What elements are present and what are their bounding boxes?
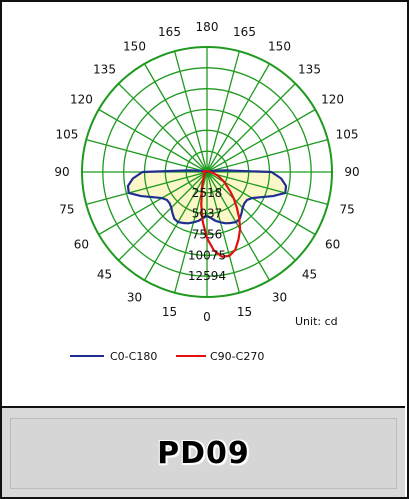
grid-spoke (118, 171, 208, 261)
legend-label-c0-c180: C0-C180 (110, 350, 157, 363)
grid-spoke (86, 139, 208, 173)
radial-tick-label: 12594 (188, 269, 226, 283)
legend: C0-C180 C90-C270 (70, 350, 264, 363)
angle-tick-label: 45 (302, 268, 317, 282)
legend-label-c90-c270: C90-C270 (210, 350, 264, 363)
grid-spoke (143, 63, 208, 173)
angle-tick-label: 120 (70, 93, 93, 107)
angle-tick-label: 75 (59, 203, 74, 217)
radial-tick-label: 5037 (192, 207, 223, 221)
grid-spoke (206, 51, 240, 173)
radial-tick-label: 2518 (192, 186, 223, 200)
angle-tick-label: 150 (123, 39, 146, 53)
angle-tick-label: 30 (127, 291, 142, 305)
angle-tick-label: 165 (158, 25, 181, 39)
grid-spoke (206, 171, 240, 293)
angle-tick-label: 30 (272, 291, 287, 305)
radial-tick-label: 7556 (192, 228, 223, 242)
grid-spoke (206, 139, 328, 173)
grid-spoke (206, 171, 328, 205)
grid-spoke (206, 108, 316, 173)
grid-spoke (86, 171, 208, 205)
angle-tick-label: 90 (344, 165, 359, 179)
radial-tick-label: 10075 (188, 248, 226, 262)
angle-tick-label: 90 (54, 165, 69, 179)
angle-tick-label: 135 (93, 63, 116, 77)
angle-tick-label: 0 (203, 310, 211, 324)
grid-spoke (174, 51, 208, 173)
angle-tick-label: 120 (321, 93, 344, 107)
grid-spoke (206, 171, 271, 281)
series-line-c90-c270 (200, 170, 242, 258)
grid-spoke (206, 171, 296, 261)
grid-spoke (98, 171, 208, 236)
grid-spoke (143, 171, 208, 281)
grid-spoke (98, 108, 208, 173)
polar-chart: 0 15 30 45 60 75 90 105 120 135 150 165 180 15 30 45 60 7… (54, 20, 359, 363)
grid-spoke (118, 83, 208, 173)
unit-label: Unit: cd (295, 315, 338, 328)
angle-tick-label: 15 (237, 305, 252, 319)
angle-tick-label: 60 (325, 238, 340, 252)
angle-tick-label: 15 (162, 305, 177, 319)
footer-inner: PD09 (10, 418, 397, 489)
series-line-c0-c180 (126, 169, 288, 225)
angle-tick-label: 150 (268, 39, 291, 53)
angle-tick-label: 135 (298, 63, 321, 77)
grid-spoke (206, 83, 296, 173)
angle-tick-label: 180 (196, 20, 219, 34)
model-label: PD09 (157, 436, 250, 471)
angle-tick-label: 105 (336, 128, 359, 142)
footer-panel: PD09 (2, 406, 405, 497)
angle-tick-label: 165 (233, 25, 256, 39)
angle-tick-label: 45 (97, 268, 112, 282)
angle-tick-label: 75 (339, 203, 354, 217)
angle-tick-label: 105 (55, 128, 78, 142)
grid-spoke (206, 63, 271, 173)
angle-tick-label: 60 (74, 238, 89, 252)
